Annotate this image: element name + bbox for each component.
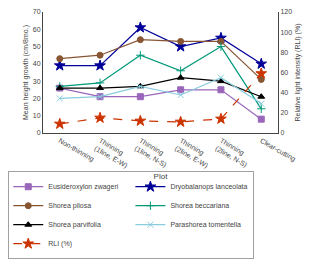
svg-text:0: 0 (37, 129, 41, 136)
svg-text:20: 20 (33, 95, 41, 102)
svg-text:50: 50 (33, 43, 41, 50)
svg-text:60: 60 (280, 69, 288, 76)
svg-text:Mean height growth (cm/8mo.): Mean height growth (cm/8mo.) (22, 25, 30, 120)
svg-text:Eusideroxylon zwageri: Eusideroxylon zwageri (48, 183, 118, 191)
svg-text:100: 100 (280, 29, 292, 36)
svg-text:80: 80 (280, 49, 288, 56)
svg-text:120: 120 (280, 8, 292, 15)
svg-text:20: 20 (280, 109, 288, 116)
svg-text:70: 70 (33, 8, 41, 15)
svg-text:10: 10 (33, 112, 41, 119)
svg-text:Dryobalanops lanceolata: Dryobalanops lanceolata (170, 183, 247, 191)
svg-text:30: 30 (33, 78, 41, 85)
svg-text:Shorea beccariana: Shorea beccariana (170, 202, 229, 209)
svg-text:Parashorea tomentella: Parashorea tomentella (170, 221, 241, 228)
svg-text:Thinning(1line, E-W): Thinning(1line, E-W) (93, 137, 134, 170)
svg-text:Shorea pilosa: Shorea pilosa (48, 202, 91, 210)
svg-text:Shorea parvifolia: Shorea parvifolia (48, 221, 101, 229)
svg-text:Clear-cutting: Clear-cutting (259, 137, 297, 164)
svg-text:40: 40 (280, 89, 288, 96)
svg-text:40: 40 (33, 60, 41, 67)
svg-text:Relative light intensity (RLI): Relative light intensity (RLI) (%) (294, 23, 302, 121)
svg-text:60: 60 (33, 26, 41, 33)
svg-text:RLI (%): RLI (%) (48, 240, 72, 248)
svg-text:Plot: Plot (154, 172, 169, 181)
svg-text:0: 0 (280, 129, 284, 136)
svg-text:Thinning(2line, N-S): Thinning(2line, N-S) (214, 137, 253, 170)
svg-text:Thinning(1line, N-S): Thinning(1line, N-S) (133, 137, 172, 170)
svg-text:Thinning(2line, E-W): Thinning(2line, E-W) (173, 137, 214, 170)
svg-text:Non-thinning: Non-thinning (57, 137, 95, 164)
